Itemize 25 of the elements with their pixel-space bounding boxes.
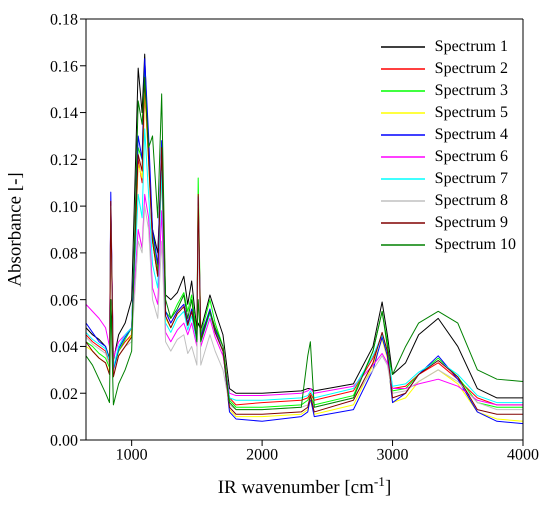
y-tick-label: 0.10 — [50, 198, 78, 216]
y-tick-label: 0.04 — [50, 339, 78, 356]
y-tick-label: 0.08 — [50, 246, 78, 263]
y-tick-label: 0.02 — [50, 386, 78, 403]
y-tick-label: 0.14 — [50, 105, 78, 122]
y-tick-label: 0.00 — [50, 432, 78, 450]
y-tick-label: 0.06 — [50, 292, 78, 310]
legend-label: Spectrum 9 — [434, 213, 508, 233]
legend-label: Spectrum 1 — [434, 37, 508, 57]
y-tick-label: 0.12 — [50, 152, 78, 170]
y-tick-label: 0.16 — [50, 58, 78, 76]
x-axis-title: IR wavenumber [cm$^{-1}$] — [218, 474, 392, 498]
x-tick-label: 2000 — [246, 446, 278, 464]
legend-label: Spectrum 7 — [434, 169, 508, 189]
legend-label: Spectrum 5 — [434, 103, 508, 123]
y-tick-label: 0.18 — [50, 12, 78, 29]
x-tick-label: 1000 — [116, 446, 148, 464]
legend-label: Spectrum 10 — [434, 235, 516, 255]
x-tick-label: 4000 — [507, 446, 539, 464]
legend-label: Spectrum 3 — [434, 81, 508, 101]
legend-label: Spectrum 6 — [434, 147, 508, 167]
legend-label: Spectrum 8 — [434, 191, 508, 211]
legend-label: Spectrum 4 — [434, 125, 508, 145]
x-tick-label: 3000 — [376, 446, 409, 464]
legend-label: Spectrum 2 — [434, 59, 508, 79]
